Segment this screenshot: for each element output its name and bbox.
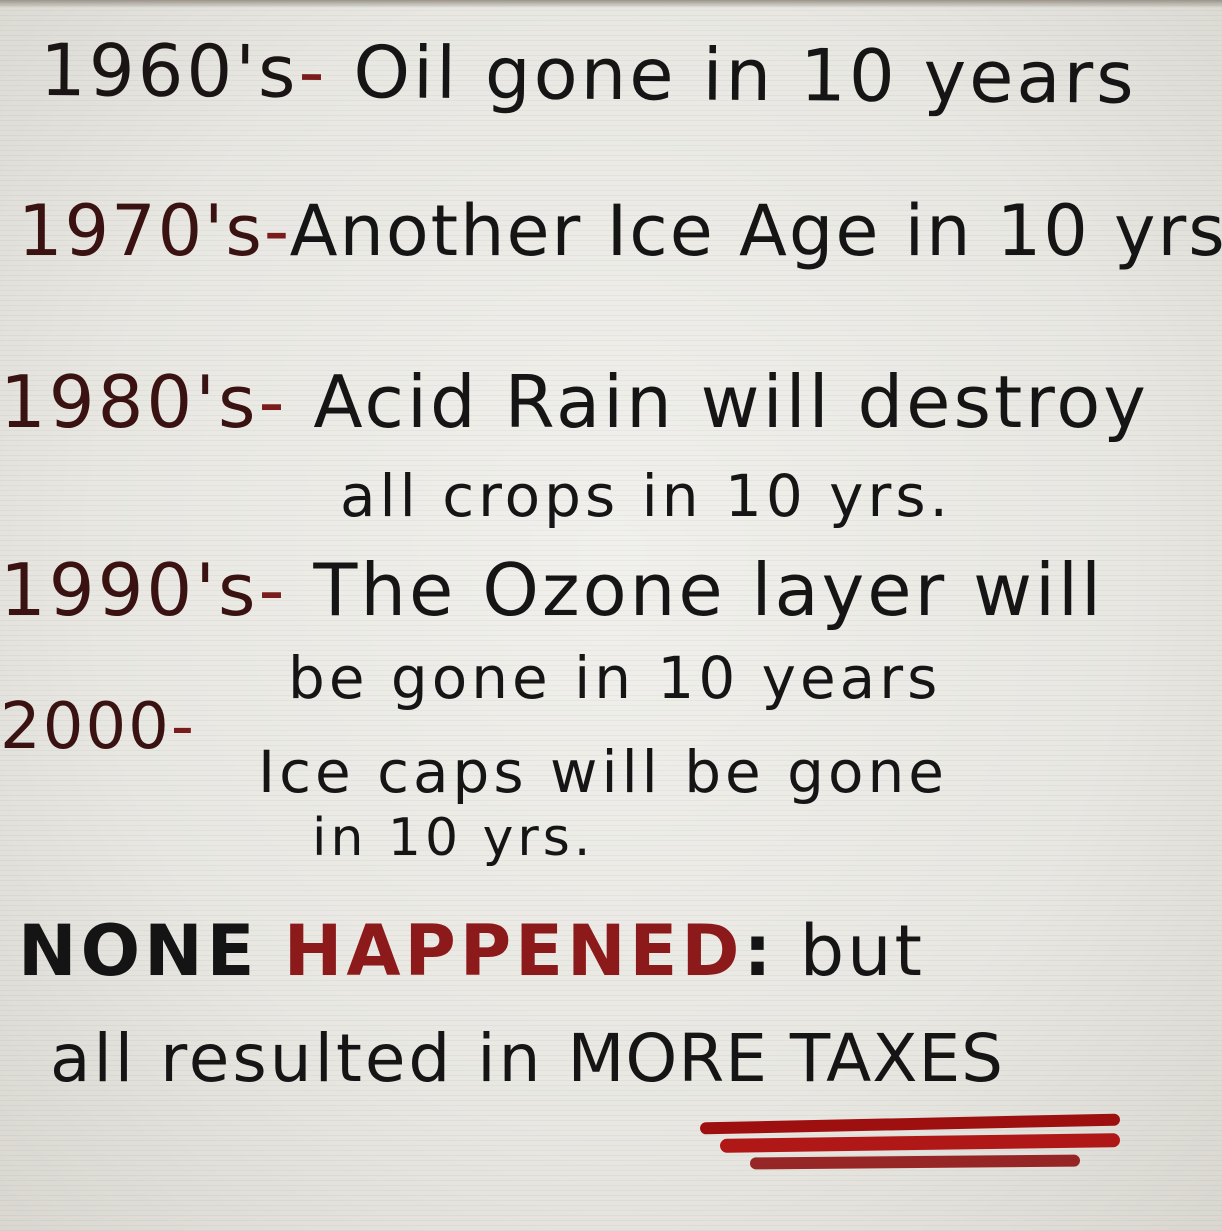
but-word: but	[799, 910, 925, 992]
happened-word: HAPPENED	[283, 910, 744, 992]
line-1970s: 1970's-Another Ice Age in 10 yrs.	[18, 190, 1222, 272]
line-1960s: 1960's- Oil gone in 10 years	[40, 28, 1137, 120]
claim-1980s: Acid Rain will destroy	[313, 360, 1149, 444]
resulted-text: all resulted in	[50, 1020, 544, 1097]
era-2000: 2000	[0, 690, 171, 764]
era-1970s: 1970's	[18, 190, 264, 272]
line-1980s-cont: all crops in 10 yrs.	[340, 462, 952, 530]
line-2000-text: Ice caps will be gone	[258, 738, 948, 806]
none-word: NONE	[18, 910, 259, 992]
claim-1990s-cont: be gone in 10 years	[288, 644, 942, 712]
line-1990s: 1990's- The Ozone layer will	[0, 548, 1104, 632]
line-2000-cont: in 10 yrs.	[312, 808, 594, 868]
conclusion-colon: :	[743, 910, 775, 992]
claim-1970s: Another Ice Age in 10 yrs.	[289, 190, 1222, 272]
dash-2000: -	[170, 690, 196, 764]
line-1990s-cont: be gone in 10 years	[288, 644, 941, 712]
more-taxes-underline	[699, 1113, 1121, 1135]
claim-1990s: The Ozone layer will	[313, 548, 1104, 632]
claim-1980s-cont: all crops in 10 yrs.	[340, 462, 952, 530]
line-2000: 2000-	[0, 690, 196, 764]
era-1990s: 1990's	[0, 548, 259, 632]
line-1980s: 1980's- Acid Rain will destroy	[0, 360, 1149, 444]
more-taxes-underline-stroke-3	[749, 1154, 1081, 1170]
claim-2000: Ice caps will be gone	[258, 738, 948, 806]
dash-1970s: -	[263, 190, 290, 272]
dash-1990s: -	[258, 548, 288, 632]
era-1980s: 1980's	[0, 360, 259, 444]
claim-2000-cont: in 10 yrs.	[312, 808, 595, 868]
conclusion-line-2: all resulted in MORE TAXES	[50, 1020, 1004, 1097]
conclusion-line-1: NONE HAPPENED: but	[18, 910, 925, 992]
claim-1960s: Oil gone in 10 years	[353, 30, 1138, 120]
board-edge	[0, 0, 1222, 8]
dash-1980s: -	[258, 360, 288, 444]
dash-1960s: -	[298, 29, 328, 115]
more-taxes-underline-stroke-2	[719, 1133, 1121, 1153]
more-taxes-text: MORE TAXES	[567, 1020, 1005, 1097]
era-1960s: 1960's	[39, 28, 299, 114]
